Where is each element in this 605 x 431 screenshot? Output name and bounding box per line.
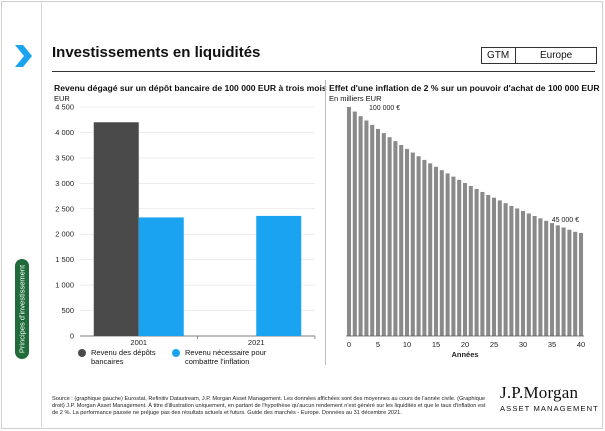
inflation-bar <box>416 156 421 336</box>
legend-label-bank: Revenu des dépôts bancaires <box>91 348 156 366</box>
left-ytick-label: 0 <box>70 332 74 341</box>
inflation-bar <box>497 200 502 336</box>
left-ytick-label: 3 000 <box>55 179 74 188</box>
inflation-bar <box>567 229 572 336</box>
left-xtick-label: 2001 <box>130 338 147 347</box>
left-ytick-label: 1 000 <box>55 281 74 290</box>
right-xtick-label: 5 <box>376 340 380 349</box>
inflation-bar <box>474 188 479 336</box>
inflation-bar <box>387 137 392 336</box>
gtm-badge: GTM Europe <box>481 47 597 64</box>
left-xtick-label: 2021 <box>248 338 265 347</box>
inflation-bar <box>491 197 497 336</box>
inflation-bar <box>578 232 584 336</box>
inflation-bar <box>451 176 456 336</box>
right-xtick-label: 20 <box>461 340 469 349</box>
right-xtick-label: 30 <box>519 340 527 349</box>
inflation-bar <box>503 203 508 336</box>
inflation-bar <box>544 220 549 336</box>
annotation-start-value: 100 000 € <box>369 105 400 112</box>
inflation-bar <box>364 120 369 336</box>
inflation-bar <box>404 148 410 336</box>
inflation-bar <box>445 173 450 336</box>
bar-bank-deposit <box>93 122 139 337</box>
right-xtick-label: 40 <box>577 340 585 349</box>
inflation-bar <box>532 216 537 336</box>
left-chart-unit: EUR <box>54 94 70 103</box>
legend-item-inflation: Revenu nécessaire pour combattre l'infla… <box>172 348 282 366</box>
inflation-bar <box>410 152 415 336</box>
inflation-bar <box>561 227 566 336</box>
left-ytick-label: 4 000 <box>55 128 74 137</box>
annotation-end-value: 45 000 € <box>552 217 579 224</box>
right-xtick-label: 25 <box>490 340 498 349</box>
inflation-bar <box>573 231 578 336</box>
legend-label-inflation: Revenu nécessaire pour combattre l'infla… <box>185 348 267 366</box>
inflation-bar <box>370 124 375 336</box>
left-chart-title: Revenu dégagé sur un dépôt bancaire de 1… <box>54 83 327 93</box>
region-label: Europe <box>539 50 573 61</box>
sidebar: Principes d'investissement <box>1 1 42 427</box>
bar-inflation-required <box>256 215 302 336</box>
inflation-bar <box>515 208 520 336</box>
left-ytick-label: 2 000 <box>55 230 74 239</box>
logo-subtitle: ASSET MANAGEMENT <box>500 404 599 413</box>
inflation-bar <box>422 159 427 336</box>
title-rule <box>52 71 595 72</box>
inflation-bar <box>486 194 491 336</box>
left-ytick-label: 1 500 <box>55 255 74 264</box>
inflation-bar <box>526 213 531 336</box>
right-xtick-label: 0 <box>347 340 351 349</box>
inflation-bar <box>346 107 352 336</box>
inflation-bar <box>393 141 398 336</box>
chart-divider <box>325 80 326 365</box>
legend-swatch-inflation <box>172 349 180 357</box>
inflation-bar <box>468 186 473 336</box>
inflation-bar <box>358 116 363 336</box>
inflation-bar <box>375 128 381 336</box>
inflation-bar <box>457 179 462 336</box>
right-chart-unit: En milliers EUR <box>329 94 382 103</box>
page-title: Investissements en liquidités <box>52 44 261 61</box>
left-ytick-label: 500 <box>61 306 74 315</box>
inflation-bar <box>549 223 555 336</box>
right-chart-title: Effet d'une inflation de 2 % sur un pouv… <box>329 83 600 93</box>
source-note: Source : (graphique gauche) Eurostat, Re… <box>52 396 486 416</box>
right-xtick-label: 15 <box>432 340 440 349</box>
section-badge: Principes d'investissement <box>15 259 29 359</box>
right-xtick-label: 35 <box>548 340 556 349</box>
inflation-bar <box>462 183 468 336</box>
inflation-bar <box>352 111 357 336</box>
logo-name: J.P.Morgan <box>500 383 579 402</box>
inflation-bar <box>399 145 404 336</box>
inflation-bar <box>439 170 444 336</box>
legend-swatch-bank <box>78 349 86 357</box>
inflation-bar <box>538 218 543 336</box>
inflation-bar <box>428 163 433 336</box>
bar-inflation-required <box>138 217 184 336</box>
right-xtick-label: 10 <box>403 340 411 349</box>
left-ytick-label: 2 500 <box>55 204 74 213</box>
left-ytick-label: 4 500 <box>55 103 74 112</box>
inflation-bar <box>555 225 560 336</box>
gtm-label: GTM <box>482 48 517 63</box>
inflation-bar <box>509 205 514 336</box>
inflation-bar <box>480 191 485 336</box>
inflation-bar <box>520 210 526 336</box>
inflation-bar <box>433 166 439 336</box>
left-ytick-label: 3 500 <box>55 153 74 162</box>
chevron-right-icon <box>15 45 32 67</box>
legend-item-bank: Revenu des dépôts bancaires <box>78 348 170 366</box>
right-x-axis-label: Années <box>451 350 478 359</box>
jpmorgan-logo: J.P.Morgan ASSET MANAGEMENT <box>500 383 599 413</box>
inflation-bar <box>381 133 386 336</box>
